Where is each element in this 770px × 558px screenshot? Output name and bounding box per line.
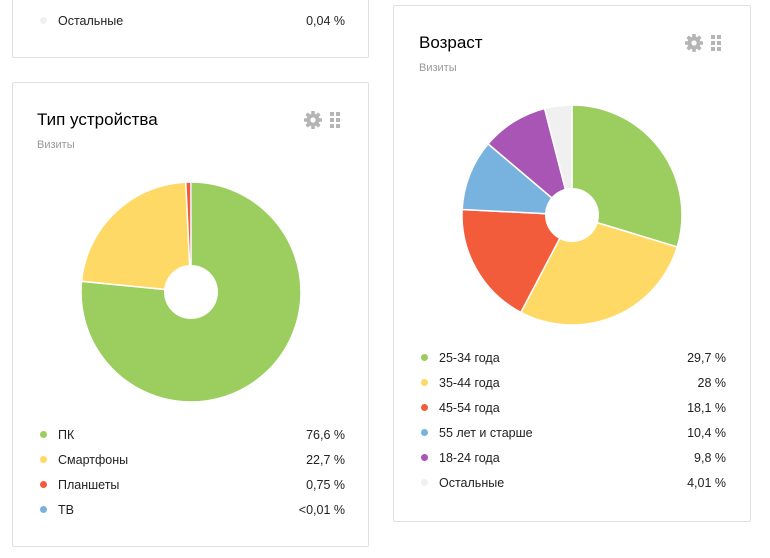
legend-item[interactable]: ПК 76,6 % [38,422,345,447]
legend-item[interactable]: Остальные 0,04 % [38,8,345,33]
legend-label: 35-44 года [439,375,500,390]
card-tools [684,33,722,53]
pie-slice-25-34 года[interactable] [571,104,683,248]
pie-slice-45-54 года[interactable] [461,208,574,314]
legend-dot [421,479,428,486]
legend-value: 4,01 % [687,475,726,490]
legend-dot [421,354,428,361]
device-type-card: Тип устройства Визиты [12,82,369,547]
legend-dot [40,431,47,438]
legend-label: 18-24 года [439,450,500,465]
pie-center-hole [164,265,218,319]
legend-label: ТВ [58,502,74,517]
legend-value: 76,6 % [306,427,345,442]
gear-icon[interactable] [684,33,704,53]
legend-label: 55 лет и старше [439,425,533,440]
legend-value: 0,04 % [306,13,345,28]
card-title: Возраст [419,33,483,52]
pie-slice-Смартфоны[interactable] [80,181,192,293]
legend-label: Остальные [439,475,505,490]
legend-item[interactable]: 35-44 года 28 % [419,370,726,395]
device-pie-chart [80,181,302,403]
legend-dot [421,379,428,386]
legend-value: 28 % [697,375,727,390]
legend-item[interactable]: 25-34 года 29,7 % [419,345,726,370]
card-subtitle: Визиты [37,139,75,151]
device-legend: ПК 76,6 % Смартфоны 22,7 % Планшеты 0,75… [38,422,345,522]
pie-slice-55 лет и старше[interactable] [461,142,575,216]
legend-dot [40,506,47,513]
legend-dot [40,481,47,488]
legend-item[interactable]: 18-24 года 9,8 % [419,445,726,470]
age-pie-chart [461,104,683,326]
legend-label: Остальные [58,13,124,28]
legend-label: 25-34 года [439,350,500,365]
legend-item[interactable]: 55 лет и старше 10,4 % [419,420,726,445]
pie-slice-Планшеты[interactable] [184,181,192,293]
grid-icon[interactable] [329,111,341,129]
legend-label: Планшеты [58,477,120,492]
legend-dot [421,404,428,411]
legend-value: 29,7 % [687,350,726,365]
card-title: Тип устройства [37,110,158,129]
legend-value: 0,75 % [306,477,345,492]
top-widget-card: Остальные 0,04 % [12,0,369,58]
top-legend: Остальные 0,04 % [38,8,345,33]
legend-dot [421,454,428,461]
card-tools [303,110,341,130]
legend-label: 45-54 года [439,400,500,415]
legend-value: 18,1 % [687,400,726,415]
legend-value: 22,7 % [306,452,345,467]
legend-value: <0,01 % [298,502,345,517]
gear-icon[interactable] [303,110,323,130]
legend-dot [421,429,428,436]
legend-value: 10,4 % [687,425,726,440]
legend-item[interactable]: ТВ <0,01 % [38,497,345,522]
pie-center-hole [545,188,599,242]
legend-value: 9,8 % [694,450,726,465]
pie-slice-Остальные[interactable] [543,104,573,216]
legend-item[interactable]: 45-54 года 18,1 % [419,395,726,420]
legend-item[interactable]: Планшеты 0,75 % [38,472,345,497]
card-subtitle: Визиты [419,62,457,74]
legend-label: Смартфоны [58,452,129,467]
legend-dot [40,17,47,24]
legend-dot [40,456,47,463]
age-legend: 25-34 года 29,7 % 35-44 года 28 % 45-54 … [419,345,726,495]
legend-label: ПК [58,427,75,442]
grid-icon[interactable] [710,34,722,52]
legend-item[interactable]: Смартфоны 22,7 % [38,447,345,472]
pie-slice-35-44 года[interactable] [519,214,679,326]
age-card: Возраст Визиты [393,5,751,522]
legend-item[interactable]: Остальные 4,01 % [419,470,726,495]
